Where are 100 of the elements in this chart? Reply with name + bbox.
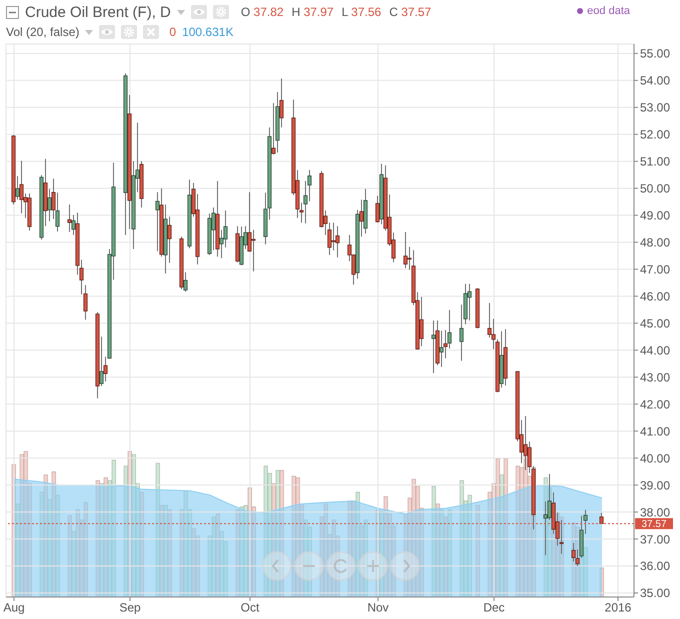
bar bbox=[40, 492, 44, 597]
text: 100.631K bbox=[182, 25, 234, 39]
bar bbox=[412, 478, 416, 597]
bar bbox=[384, 496, 388, 597]
y-tick-label: 41.00 bbox=[640, 424, 670, 438]
bar bbox=[156, 462, 160, 597]
bar bbox=[504, 458, 508, 597]
bar bbox=[236, 509, 240, 597]
bar bbox=[600, 568, 604, 597]
y-tick-label: 54.00 bbox=[640, 74, 670, 88]
bar bbox=[192, 528, 196, 597]
candlestick bbox=[19, 160, 24, 214]
candlestick bbox=[431, 320, 436, 374]
bar bbox=[16, 504, 20, 597]
bar bbox=[324, 504, 328, 597]
chart-title: Crude Oil Brent (F), D bbox=[25, 4, 171, 20]
candlestick bbox=[47, 188, 52, 222]
bar bbox=[516, 466, 520, 597]
y-tick-label: 35.00 bbox=[640, 586, 670, 600]
y-tick-label: 43.00 bbox=[640, 370, 670, 384]
bar bbox=[68, 515, 72, 597]
bar bbox=[104, 477, 108, 597]
y-tick-label: 53.00 bbox=[640, 100, 670, 115]
bar bbox=[56, 494, 60, 597]
bar bbox=[364, 520, 368, 597]
y-tick-label: 55.00 bbox=[640, 46, 670, 61]
candlestick bbox=[439, 330, 444, 368]
bar bbox=[476, 505, 480, 597]
bar bbox=[180, 509, 184, 597]
x-tick-label: Oct bbox=[240, 600, 260, 615]
chart-title: Vol (20, false) bbox=[6, 25, 80, 39]
bar bbox=[100, 483, 104, 597]
bar bbox=[96, 480, 100, 597]
y-tick-label: 46.00 bbox=[640, 289, 670, 304]
bar bbox=[360, 525, 364, 597]
y-tick-label: 48.00 bbox=[640, 236, 670, 250]
y-tick-label: 52.00 bbox=[640, 128, 670, 142]
candlestick bbox=[403, 232, 408, 269]
bar bbox=[304, 520, 308, 597]
bar bbox=[52, 472, 56, 597]
ref-line-label: 37.57 bbox=[641, 519, 667, 530]
y-tick-label: 42.00 bbox=[640, 397, 670, 412]
bar bbox=[332, 520, 336, 597]
x-tick-label: 2016 bbox=[604, 600, 632, 615]
text: H 37.97 bbox=[292, 5, 334, 19]
y-tick-label: 47.00 bbox=[640, 262, 670, 277]
bar bbox=[112, 460, 116, 597]
x-tick-label: Aug bbox=[3, 600, 25, 615]
bar bbox=[24, 451, 28, 597]
y-tick-label: 50.00 bbox=[640, 182, 670, 196]
bar bbox=[48, 499, 52, 597]
text: O 37.82 bbox=[240, 5, 284, 19]
bar bbox=[356, 492, 360, 597]
bar bbox=[460, 480, 464, 597]
y-tick-label: 37.00 bbox=[640, 532, 670, 546]
bar bbox=[496, 458, 500, 597]
y-tick-label: 40.00 bbox=[640, 451, 670, 466]
bar bbox=[140, 492, 144, 597]
bar bbox=[380, 510, 384, 597]
candlestick bbox=[99, 336, 104, 387]
bar bbox=[132, 454, 136, 597]
bar bbox=[160, 505, 164, 597]
candlestick bbox=[467, 283, 472, 321]
y-tick-label: 36.00 bbox=[640, 559, 670, 574]
x-tick-label: Nov bbox=[367, 600, 389, 615]
bar bbox=[468, 494, 472, 597]
bar bbox=[184, 490, 188, 597]
bar bbox=[84, 502, 88, 597]
bar bbox=[448, 509, 452, 597]
bar bbox=[444, 516, 448, 597]
bar bbox=[280, 470, 284, 597]
text: C 37.57 bbox=[389, 5, 432, 19]
y-tick-label: 51.00 bbox=[640, 154, 670, 169]
candlestick bbox=[15, 176, 20, 200]
y-tick-label: 45.00 bbox=[640, 316, 670, 330]
bar bbox=[220, 531, 224, 597]
candlestick bbox=[167, 216, 172, 264]
bar bbox=[216, 514, 220, 597]
x-tick-label: Sep bbox=[119, 600, 141, 615]
x-tick-label: Dec bbox=[483, 600, 505, 615]
y-tick-label: 38.00 bbox=[640, 505, 670, 520]
bar bbox=[76, 509, 80, 597]
y-tick-label: 49.00 bbox=[640, 208, 670, 223]
candlestick bbox=[419, 296, 424, 347]
bar bbox=[500, 474, 504, 597]
bar bbox=[352, 500, 356, 597]
candlestick bbox=[67, 204, 72, 233]
candlestick bbox=[335, 226, 340, 258]
bar bbox=[168, 509, 172, 597]
bar bbox=[164, 505, 168, 597]
text: 0 bbox=[169, 25, 176, 39]
bar bbox=[292, 476, 296, 597]
bar bbox=[296, 477, 300, 597]
bar bbox=[432, 486, 436, 597]
text: L 37.56 bbox=[342, 5, 382, 19]
bar bbox=[124, 466, 128, 597]
bar bbox=[212, 516, 216, 597]
bar bbox=[264, 466, 268, 597]
bar bbox=[72, 531, 76, 597]
bar bbox=[44, 474, 48, 597]
